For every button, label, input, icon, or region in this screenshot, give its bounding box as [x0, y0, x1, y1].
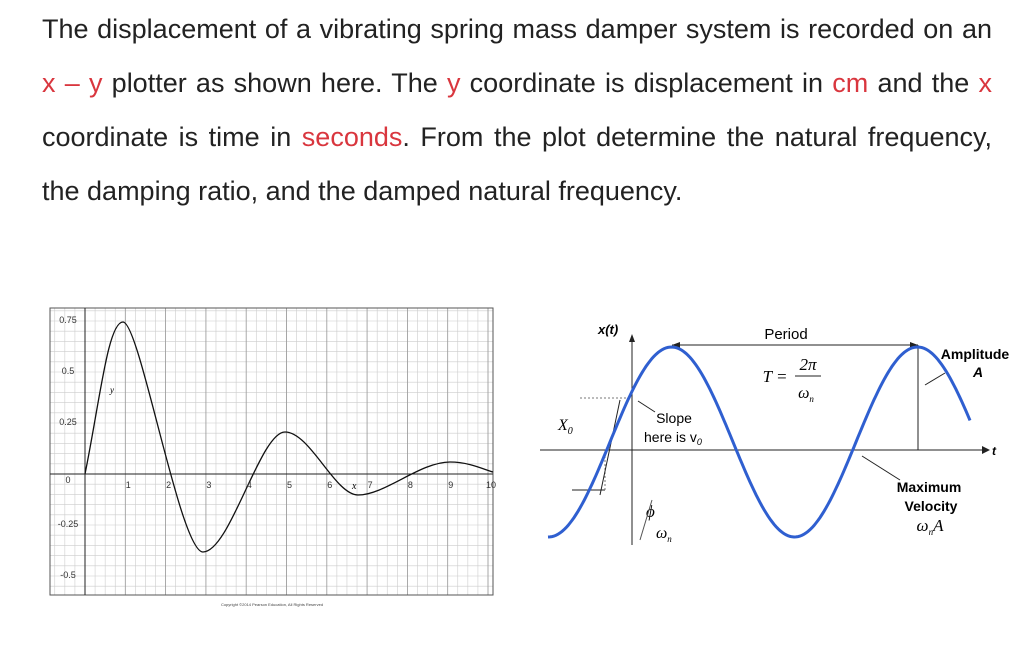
text-run: coordinate is displacement in — [460, 68, 833, 98]
text-run: The displacement of a vibrating spring m… — [42, 14, 992, 44]
plot-grid — [50, 308, 493, 595]
phase-denominator: ωn — [656, 525, 672, 544]
damped-response-curve — [84, 321, 494, 553]
text-run: and the — [868, 68, 979, 98]
x-tick-label: 2 — [166, 480, 171, 490]
velocity-label-1: Maximum — [897, 479, 962, 495]
period-denominator: ωn — [798, 385, 814, 404]
x0-label: X0 — [557, 417, 573, 437]
slope-label-2: here is v0 — [644, 429, 702, 447]
x-tick-label: 9 — [448, 480, 453, 490]
x-tick-label: 1 — [126, 480, 131, 490]
x-tick-label: 6 — [327, 480, 332, 490]
x-tick-label: 4 — [247, 480, 252, 490]
x-tick-label: 10 — [486, 480, 496, 490]
t-label: t — [992, 444, 997, 458]
y-tick-label: -0.5 — [60, 570, 76, 580]
x-tick-label: 5 — [287, 480, 292, 490]
x-tick-label: 7 — [368, 480, 373, 490]
phase-numerator: ϕ — [646, 502, 655, 521]
y-tick-label: 0.5 — [62, 366, 75, 376]
y-tick-label: 0 — [65, 475, 70, 485]
y-tick-label: 0.75 — [59, 315, 77, 325]
plot-frame — [49, 307, 494, 596]
velocity-label-2: Velocity — [905, 498, 958, 514]
highlighted-term: y — [446, 68, 461, 98]
plot-x-label: x — [351, 481, 357, 492]
period-lhs: T = — [763, 367, 788, 386]
slope-pointer — [637, 400, 656, 413]
amplitude-label: Amplitude — [941, 346, 1010, 362]
slope-line — [599, 399, 621, 496]
vertical-arrow — [629, 334, 635, 342]
period-label: Period — [764, 326, 807, 343]
t-arrow — [982, 446, 990, 454]
plot-y-label: y — [109, 385, 114, 395]
amplitude-pointer — [924, 372, 946, 386]
text-run: . From the plot determine the natural fr… — [42, 122, 992, 206]
period-numerator: 2π — [799, 355, 817, 374]
highlighted-term: x — [978, 68, 992, 98]
velocity-pointer — [861, 455, 901, 481]
text-run: coordinate is time in — [42, 122, 302, 152]
text-run: plotter as shown here. The — [102, 68, 447, 98]
highlighted-term: seconds — [301, 122, 403, 152]
y-tick-label: 0.25 — [59, 417, 77, 427]
copyright: Copyright ©2014 Pearson Education, All R… — [221, 602, 323, 607]
phase-slash — [639, 499, 653, 541]
amplitude-symbol: A — [972, 364, 983, 380]
highlighted-term: x – y — [42, 68, 103, 98]
problem-text: The displacement of a vibrating spring m… — [42, 2, 992, 218]
x-tick-label: 8 — [408, 480, 413, 490]
y-tick-label: -0.25 — [58, 519, 79, 529]
velocity-formula: ωnA — [917, 516, 945, 537]
x-t-label: x(t) — [597, 322, 618, 337]
highlighted-term: cm — [832, 68, 869, 98]
slope-label-1: Slope — [656, 410, 692, 426]
x-tick-label: 3 — [206, 480, 211, 490]
sine-wave — [547, 345, 972, 539]
